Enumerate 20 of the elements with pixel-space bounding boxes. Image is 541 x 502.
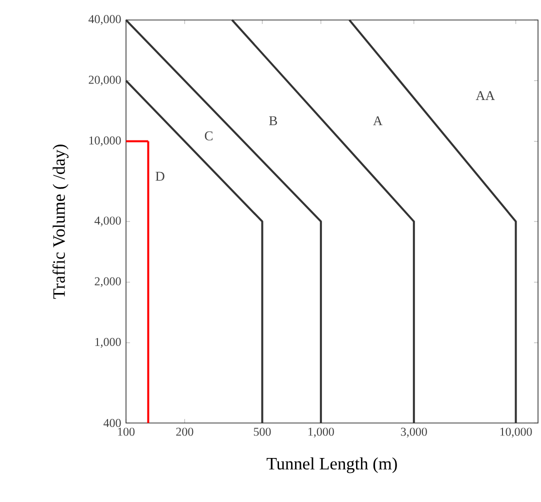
x-tick-label: 3,000 xyxy=(400,428,427,438)
annotation: B xyxy=(269,116,278,126)
y-tick-label: 40,000 xyxy=(88,15,121,25)
annotation: C xyxy=(204,131,212,140)
y-tick-label: 10,000 xyxy=(89,136,121,146)
y-tick-label: 2,000 xyxy=(94,277,121,288)
y-tick-label: 20,000 xyxy=(88,76,121,86)
annotation: AA xyxy=(476,91,495,100)
x-tick-label: 200 xyxy=(176,428,194,436)
x-tick-label: 1,000 xyxy=(308,428,334,438)
y-tick-label: 1,000 xyxy=(95,338,121,348)
x-tick-label: 100 xyxy=(118,428,135,436)
x-tick-label: 10,000 xyxy=(500,428,532,438)
x-axis-title: Tunnel Length (m) xyxy=(266,457,397,474)
annotation: A xyxy=(373,116,382,126)
y-tick-label: 4,000 xyxy=(94,216,121,226)
x-tick-label: 500 xyxy=(254,428,271,436)
annotation: D xyxy=(156,172,164,181)
y-axis-title: Traffic Volume ( /day) xyxy=(52,144,68,299)
y-tick-label: 400 xyxy=(104,418,121,428)
